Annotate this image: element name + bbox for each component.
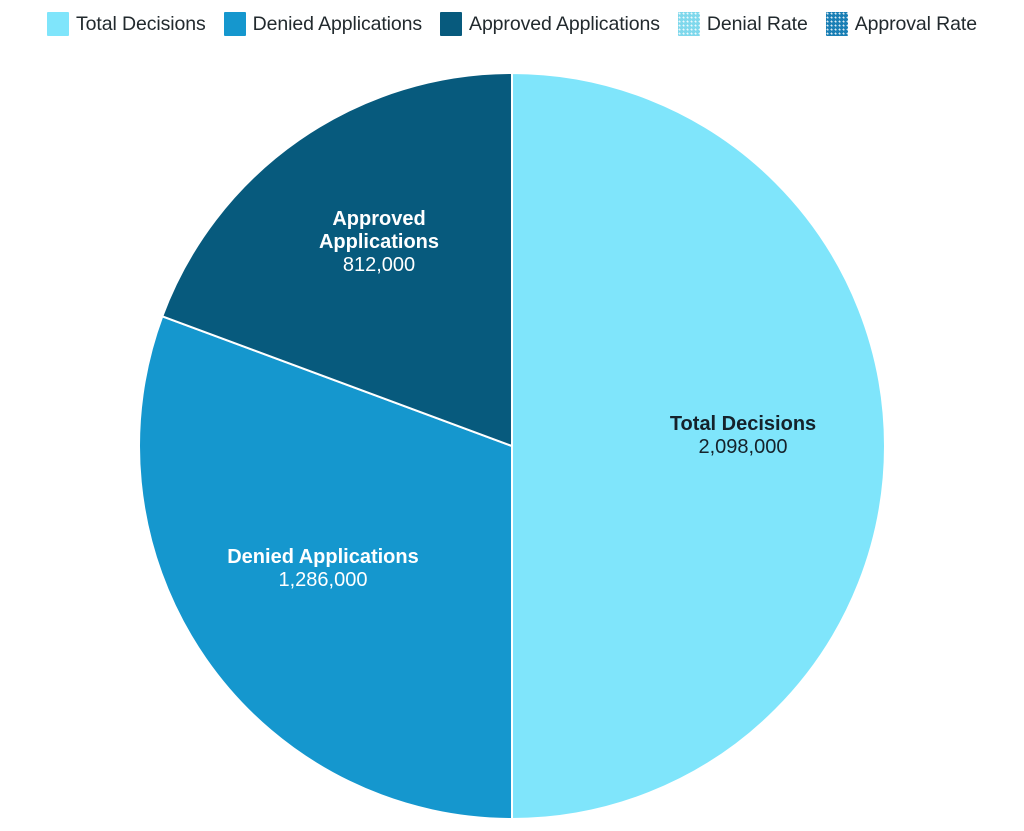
- legend-swatch-icon: [677, 12, 700, 36]
- legend-item-approval-rate[interactable]: Approval Rate: [825, 12, 977, 36]
- pie-slice-denied-applications[interactable]: [138, 315, 513, 820]
- legend-item-label: Approval Rate: [854, 12, 977, 35]
- legend-swatch-icon: [47, 12, 69, 36]
- legend-item-label: Approved Applications: [469, 12, 660, 35]
- pie-slice-approved-applications[interactable]: [161, 72, 513, 447]
- legend-swatch-icon: [223, 12, 246, 36]
- pie-slice-total-decisions[interactable]: [511, 72, 886, 820]
- legend-item-label: Denied Applications: [252, 12, 423, 35]
- legend-swatch-icon: [440, 12, 463, 36]
- legend-item-denied-applications[interactable]: Denied Applications: [223, 12, 423, 36]
- pie-chart-area: Total Decisions 2,098,000 Denied Applica…: [0, 48, 1024, 831]
- legend-swatch-icon: [825, 12, 848, 36]
- chart-legend: Total Decisions Denied Applications Approv…: [0, 0, 1024, 48]
- legend-item-label: Denial Rate: [706, 12, 808, 35]
- pie-chart-svg: [138, 72, 886, 820]
- pie-slice-group: [138, 72, 886, 820]
- legend-item-denial-rate[interactable]: Denial Rate: [677, 12, 808, 36]
- legend-item-label: Total Decisions: [76, 12, 206, 35]
- legend-item-approved-applications[interactable]: Approved Applications: [440, 12, 660, 36]
- legend-item-total-decisions[interactable]: Total Decisions: [47, 12, 206, 36]
